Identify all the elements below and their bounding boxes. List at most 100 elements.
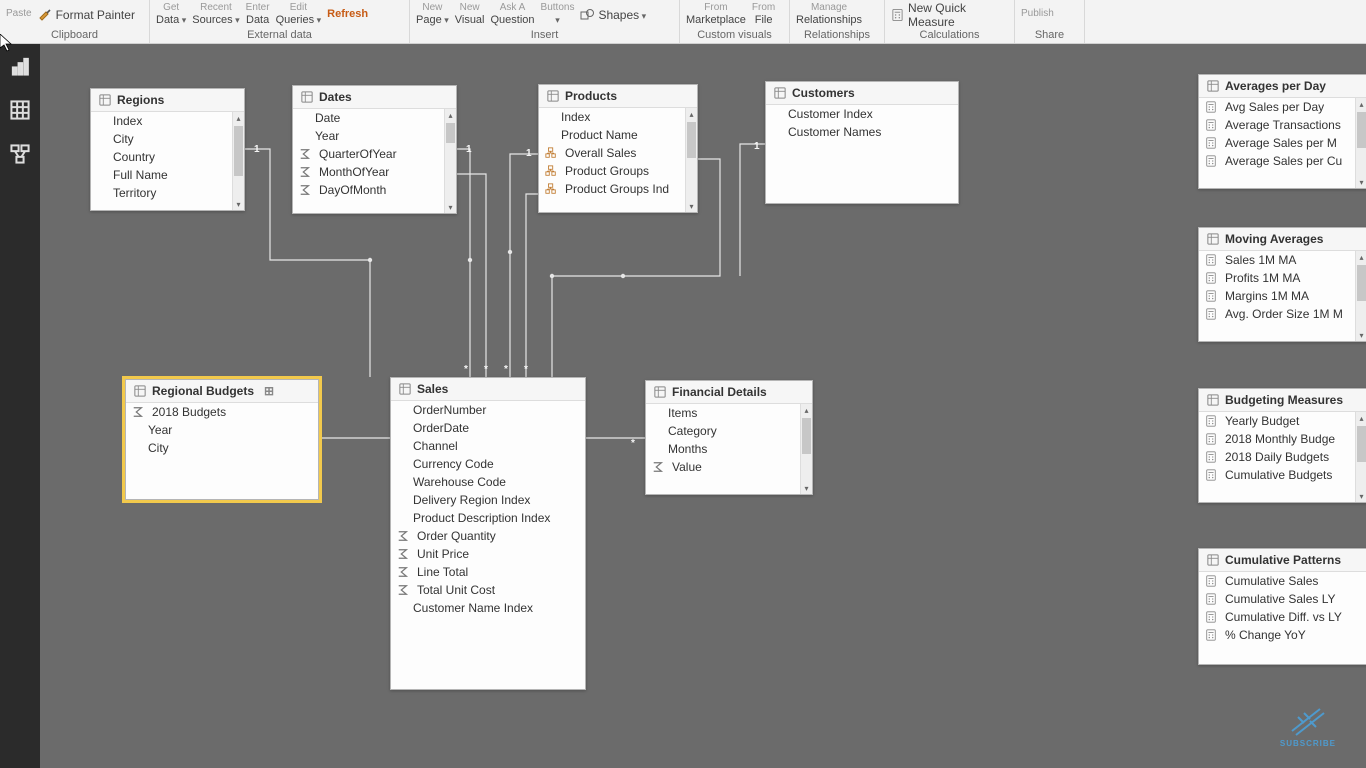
ribbon-btn-paste-[interactable]: Paste (6, 9, 32, 20)
field-sales-1m-ma[interactable]: Sales 1M MA (1199, 251, 1366, 269)
field-average-sales-per-m[interactable]: Average Sales per M (1199, 134, 1366, 152)
field-avg-order-size-1m-m[interactable]: Avg. Order Size 1M M (1199, 305, 1366, 323)
table-products[interactable]: ProductsIndexProduct NameOverall SalesPr… (538, 84, 698, 213)
ribbon-btn-new-quick-measure[interactable]: New Quick Measure (891, 1, 1008, 29)
scrollbar[interactable]: ▴▾ (1355, 412, 1366, 502)
field-avg-sales-per-day[interactable]: Avg Sales per Day (1199, 98, 1366, 116)
field-average-sales-per-cu[interactable]: Average Sales per Cu (1199, 152, 1366, 170)
table-avg_per_day[interactable]: Averages per DayAvg Sales per DayAverage… (1198, 74, 1366, 189)
ribbon-btn-publish-[interactable]: Publish (1021, 9, 1054, 20)
rail-model-view[interactable] (4, 138, 36, 170)
field-full-name[interactable]: Full Name (91, 166, 244, 184)
ribbon-btn-refresh-[interactable]: Refresh (327, 8, 368, 21)
field-items[interactable]: Items (646, 404, 812, 422)
field-city[interactable]: City (91, 130, 244, 148)
field-order-quantity[interactable]: Order Quantity (391, 527, 585, 545)
table-header[interactable]: Moving Averages (1199, 228, 1366, 251)
model-canvas[interactable]: SUBSCRIBE RegionsIndexCityCountryFull Na… (40, 44, 1366, 768)
table-financial[interactable]: Financial DetailsItemsCategoryMonthsValu… (645, 380, 813, 495)
table-header[interactable]: Sales (391, 378, 585, 401)
table-header[interactable]: Regional Budgets⊞ (126, 380, 318, 403)
ribbon-btn-edit-queries[interactable]: EditQueries (276, 3, 322, 26)
ribbon-btn-shapes[interactable]: Shapes (580, 8, 646, 22)
table-customers[interactable]: CustomersCustomer IndexCustomer Names (765, 81, 959, 204)
scrollbar[interactable]: ▴▾ (800, 404, 812, 494)
table-header[interactable]: Averages per Day (1199, 75, 1366, 98)
field-cumulative-diff-vs-ly[interactable]: Cumulative Diff. vs LY (1199, 608, 1366, 626)
ribbon-btn-recent-sources[interactable]: RecentSources (192, 3, 239, 26)
ribbon-btn-ask-a-question[interactable]: Ask AQuestion (491, 3, 535, 26)
field-year[interactable]: Year (293, 127, 456, 145)
table-header[interactable]: Customers (766, 82, 958, 105)
field-cumulative-sales-ly[interactable]: Cumulative Sales LY (1199, 590, 1366, 608)
field-ordernumber[interactable]: OrderNumber (391, 401, 585, 419)
field-currency-code[interactable]: Currency Code (391, 455, 585, 473)
field-unit-price[interactable]: Unit Price (391, 545, 585, 563)
table-header[interactable]: Cumulative Patterns (1199, 549, 1366, 572)
ribbon-btn-from-file[interactable]: FromFile (752, 3, 775, 26)
table-cumulative[interactable]: Cumulative PatternsCumulative SalesCumul… (1198, 548, 1366, 665)
field-cumulative-budgets[interactable]: Cumulative Budgets (1199, 466, 1366, 484)
scrollbar[interactable]: ▴▾ (444, 109, 456, 213)
scrollbar[interactable]: ▴▾ (1355, 98, 1366, 188)
field-country[interactable]: Country (91, 148, 244, 166)
table-regional_budgets[interactable]: Regional Budgets⊞2018 BudgetsYearCity (125, 379, 319, 500)
field-value[interactable]: Value (646, 458, 812, 476)
field-average-transactions[interactable]: Average Transactions (1199, 116, 1366, 134)
field-city[interactable]: City (126, 439, 318, 457)
field-total-unit-cost[interactable]: Total Unit Cost (391, 581, 585, 599)
ribbon-btn-new-page[interactable]: NewPage (416, 3, 449, 26)
field-overall-sales[interactable]: Overall Sales (539, 144, 697, 162)
ribbon-btn-format-painter[interactable]: Format Painter (38, 8, 135, 22)
table-budgeting[interactable]: Budgeting MeasuresYearly Budget2018 Mont… (1198, 388, 1366, 503)
field-index[interactable]: Index (91, 112, 244, 130)
field-product-name[interactable]: Product Name (539, 126, 697, 144)
field-territory[interactable]: Territory (91, 184, 244, 202)
field-category[interactable]: Category (646, 422, 812, 440)
field-product-groups[interactable]: Product Groups (539, 162, 697, 180)
rail-data-view[interactable] (4, 94, 36, 126)
table-sales[interactable]: SalesOrderNumberOrderDateChannelCurrency… (390, 377, 586, 690)
field-monthofyear[interactable]: MonthOfYear (293, 163, 456, 181)
field-2018-monthly-budge[interactable]: 2018 Monthly Budge (1199, 430, 1366, 448)
field-profits-1m-ma[interactable]: Profits 1M MA (1199, 269, 1366, 287)
field-cumulative-sales[interactable]: Cumulative Sales (1199, 572, 1366, 590)
table-dates[interactable]: DatesDateYearQuarterOfYearMonthOfYearDay… (292, 85, 457, 214)
field-margins-1m-ma[interactable]: Margins 1M MA (1199, 287, 1366, 305)
field-index[interactable]: Index (539, 108, 697, 126)
table-moving_avg[interactable]: Moving AveragesSales 1M MAProfits 1M MAM… (1198, 227, 1366, 342)
field-delivery-region-index[interactable]: Delivery Region Index (391, 491, 585, 509)
table-regions[interactable]: RegionsIndexCityCountryFull NameTerritor… (90, 88, 245, 211)
field-2018-budgets[interactable]: 2018 Budgets (126, 403, 318, 421)
field-orderdate[interactable]: OrderDate (391, 419, 585, 437)
field-customer-names[interactable]: Customer Names (766, 123, 958, 141)
field-date[interactable]: Date (293, 109, 456, 127)
field-product-description-index[interactable]: Product Description Index (391, 509, 585, 527)
field-customer-name-index[interactable]: Customer Name Index (391, 599, 585, 617)
field-line-total[interactable]: Line Total (391, 563, 585, 581)
field-warehouse-code[interactable]: Warehouse Code (391, 473, 585, 491)
scrollbar[interactable]: ▴▾ (232, 112, 244, 210)
field-yearly-budget[interactable]: Yearly Budget (1199, 412, 1366, 430)
scrollbar[interactable]: ▴▾ (1355, 251, 1366, 341)
field-dayofmonth[interactable]: DayOfMonth (293, 181, 456, 199)
field-customer-index[interactable]: Customer Index (766, 105, 958, 123)
ribbon-btn-enter-data[interactable]: EnterData (246, 3, 270, 26)
ribbon-btn-buttons-[interactable]: Buttons (541, 3, 575, 26)
ribbon-btn-get-data[interactable]: GetData (156, 3, 186, 26)
field--change-yoy[interactable]: % Change YoY (1199, 626, 1366, 644)
field-channel[interactable]: Channel (391, 437, 585, 455)
field-2018-daily-budgets[interactable]: 2018 Daily Budgets (1199, 448, 1366, 466)
field-year[interactable]: Year (126, 421, 318, 439)
table-header[interactable]: Products (539, 85, 697, 108)
table-header[interactable]: Dates (293, 86, 456, 109)
rail-report-view[interactable] (4, 50, 36, 82)
ribbon-btn-new-visual[interactable]: NewVisual (455, 3, 485, 26)
ribbon-btn-from-marketplace[interactable]: FromMarketplace (686, 3, 746, 26)
table-header[interactable]: Budgeting Measures (1199, 389, 1366, 412)
table-header[interactable]: Financial Details (646, 381, 812, 404)
field-months[interactable]: Months (646, 440, 812, 458)
table-header[interactable]: Regions (91, 89, 244, 112)
scrollbar[interactable]: ▴▾ (685, 108, 697, 212)
field-product-groups-ind[interactable]: Product Groups Ind (539, 180, 697, 198)
